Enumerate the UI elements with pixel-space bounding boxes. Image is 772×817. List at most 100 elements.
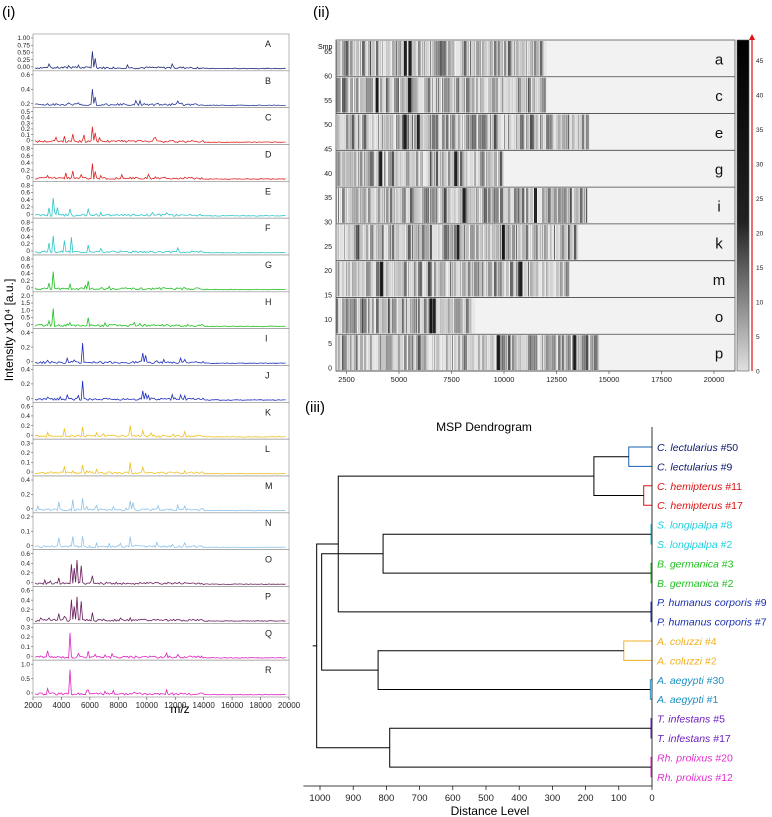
spectrum-frame [32,181,290,219]
gel-band [370,261,372,297]
gel-band [392,41,395,76]
gel-band [560,261,563,297]
gel-band [338,298,340,334]
gel-band [416,261,418,297]
gel-band [398,151,401,187]
gel-band [552,188,555,223]
gel-band [352,77,353,113]
gel-band [336,41,338,76]
gel-band [566,335,570,370]
gel-band [440,261,444,297]
y-tick-label: 2.0 [21,293,30,300]
gel-band [356,41,359,76]
gel-band [416,224,418,260]
gel-band [538,335,541,370]
gel-band [576,224,579,260]
gel-band [452,151,454,187]
gel-band [570,335,571,370]
gel-band [448,261,452,297]
spectrum-label: M [265,481,273,491]
gel-band [396,151,399,187]
y-tick-label: 0 [26,580,30,587]
gel-band [364,151,366,187]
gel-band [450,298,453,334]
gel-band [370,298,374,334]
gel-band [586,335,589,370]
gel-band [476,224,480,260]
gel-band [410,335,412,370]
gel-band [484,41,488,76]
gel-band-strong [456,224,460,260]
gel-band [394,114,395,150]
gel-band [462,41,465,76]
gel-band [388,77,390,113]
y-tick-label: 1.00 [17,35,30,42]
gel-band [372,77,374,113]
gel-band [374,261,377,297]
gel-band [452,77,455,113]
gel-band [370,335,372,370]
gel-band [390,261,393,297]
x-tick-label: 14000 [193,701,216,710]
y-tick-label: 0.6 [21,588,30,595]
gel-band [356,77,359,113]
colorbar [736,39,750,372]
gel-band [424,261,426,297]
gel-band [428,151,432,187]
gel-band [374,224,378,260]
spectrum-label: I [265,334,268,344]
gel-band [378,114,380,150]
gel-band [408,151,410,187]
gel-band [358,188,360,223]
gel-band [528,224,530,260]
gel-band [486,151,488,187]
gel-band [466,41,468,76]
gel-band [492,77,496,113]
gel-group-label: e [715,125,723,142]
gel-band [346,114,350,150]
gel-band [376,41,380,76]
gel-band [338,41,341,76]
colorbar-tick-label: 45 [756,58,764,65]
gel-band [568,188,571,223]
gel-band [528,114,530,150]
gel-band [458,41,461,76]
gel-band [394,188,396,223]
y-tick-label: 0.2 [21,167,30,174]
spectrum-I: 0.4 0.2 0 I [21,328,290,366]
spectrum-trace [34,235,286,254]
gel-band [368,298,370,334]
gel-band [508,335,511,370]
gel-band [538,77,541,113]
gel-band [430,224,432,260]
gel-band [380,188,383,223]
gel-band [522,335,525,370]
gel-band [538,261,541,297]
spectrum-frame [32,254,290,293]
gel-band [464,335,468,370]
gel-band [474,335,477,370]
gel-band [362,114,365,150]
gel-band [568,224,570,260]
gel-band [364,114,367,150]
gel-band [468,41,470,76]
gel-band [358,224,360,260]
gel-band [422,298,426,334]
y-tick-label: 0.8 [21,146,30,153]
gel-band [456,41,460,76]
gel-band [562,261,564,297]
gel-band [502,261,505,297]
spectrum-O: 0.6 0.4 0.2 0 O [21,549,290,587]
colorbar-tick-label: 20 [756,231,764,238]
gel-band [346,151,349,187]
gel-group-p: p [336,335,735,372]
gel-band [446,261,448,297]
gel-band [502,151,504,187]
gel-band-strong [534,188,537,223]
spectrum-label: A [265,39,271,49]
gel-band [376,335,378,370]
gel-band [398,298,401,334]
gel-band [442,335,444,370]
gel-band [408,224,412,260]
gel-band [504,224,508,260]
